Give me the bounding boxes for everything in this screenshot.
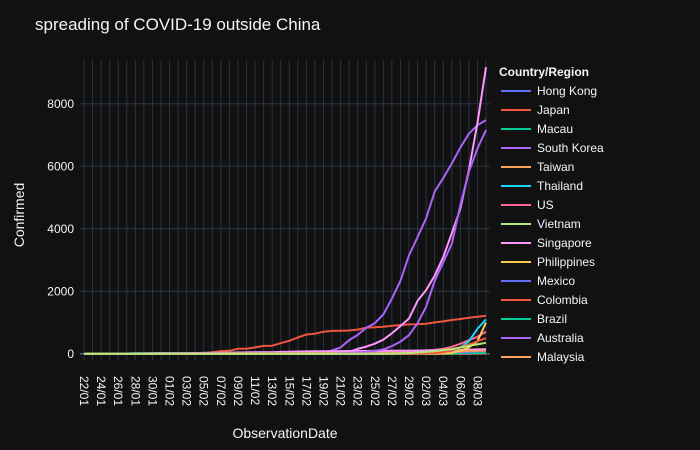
x-tick-label: 30/01 <box>145 376 159 406</box>
x-tick-label: 02/03 <box>419 376 433 406</box>
legend-item-brazil[interactable]: Brazil <box>501 312 567 326</box>
legend: Country/Region Hong Kong Japan Macau South … <box>499 65 604 364</box>
x-tick-label: 13/02 <box>265 376 279 406</box>
legend-label: US <box>537 198 554 212</box>
x-tick-label: 25/02 <box>368 376 382 406</box>
series-line-unlabeled <box>84 341 487 355</box>
plot-area <box>80 60 490 360</box>
x-tick-label: 03/02 <box>180 376 194 406</box>
y-tick-label: 6000 <box>47 159 74 173</box>
y-axis-ticks: 0 2000 4000 6000 8000 <box>47 97 74 361</box>
x-tick-label: 06/03 <box>453 376 467 406</box>
legend-label: South Korea <box>537 141 604 155</box>
x-tick-label: 07/02 <box>214 376 228 406</box>
legend-item-malaysia[interactable]: Malaysia <box>501 350 585 364</box>
x-tick-label: 11/02 <box>248 376 262 405</box>
y-tick-label: 4000 <box>47 222 74 236</box>
y-tick-label: 8000 <box>47 97 74 111</box>
x-tick-label: 22/01 <box>77 376 91 406</box>
x-tick-label: 28/01 <box>128 376 142 406</box>
legend-item-hong-kong[interactable]: Hong Kong <box>501 84 597 98</box>
legend-item-macau[interactable]: Macau <box>501 122 573 136</box>
legend-label: Singapore <box>537 236 592 250</box>
x-tick-label: 24/01 <box>94 376 108 406</box>
legend-title: Country/Region <box>499 65 589 79</box>
series-lines <box>83 66 487 355</box>
x-tick-label: 26/01 <box>111 376 125 406</box>
x-tick-label: 09/02 <box>231 376 245 406</box>
legend-label: Vietnam <box>537 217 581 231</box>
y-tick-label: 2000 <box>47 284 74 298</box>
legend-label: Australia <box>537 331 584 345</box>
legend-label: Malaysia <box>537 350 585 364</box>
legend-label: Colombia <box>537 293 588 307</box>
x-tick-label: 17/02 <box>299 376 313 406</box>
legend-label: Japan <box>537 103 570 117</box>
legend-label: Hong Kong <box>537 84 597 98</box>
legend-item-mexico[interactable]: Mexico <box>501 274 575 288</box>
chart-title: spreading of COVID-19 outside China <box>35 15 321 34</box>
x-tick-label: 01/02 <box>163 376 177 406</box>
legend-item-australia[interactable]: Australia <box>501 331 584 345</box>
legend-item-south-korea[interactable]: South Korea <box>501 141 604 155</box>
legend-label: Macau <box>537 122 573 136</box>
legend-label: Brazil <box>537 312 567 326</box>
legend-item-vietnam[interactable]: Vietnam <box>501 217 581 231</box>
legend-item-us[interactable]: US <box>501 198 554 212</box>
legend-item-japan[interactable]: Japan <box>501 103 570 117</box>
y-axis-title: Confirmed <box>11 183 27 248</box>
legend-item-thailand[interactable]: Thailand <box>501 179 583 193</box>
x-tick-label: 27/02 <box>385 376 399 406</box>
legend-item-philippines[interactable]: Philippines <box>501 255 595 269</box>
x-axis-ticks: 22/01 24/01 26/01 28/01 30/01 01/02 03/02 05/02… <box>77 376 484 406</box>
x-tick-label: 21/02 <box>334 376 348 406</box>
y-tick-label: 0 <box>67 347 74 361</box>
x-tick-label: 19/02 <box>316 376 330 406</box>
legend-label: Thailand <box>537 179 583 193</box>
x-tick-label: 29/02 <box>402 376 416 406</box>
x-tick-label: 15/02 <box>282 376 296 406</box>
x-axis-title: ObservationDate <box>232 425 337 441</box>
legend-item-colombia[interactable]: Colombia <box>501 293 588 307</box>
legend-label: Philippines <box>537 255 595 269</box>
legend-item-taiwan[interactable]: Taiwan <box>501 160 574 174</box>
x-tick-label: 08/03 <box>470 376 484 406</box>
x-tick-label: 04/03 <box>436 376 450 406</box>
x-tick-label: 23/02 <box>351 376 365 406</box>
legend-label: Taiwan <box>537 160 574 174</box>
legend-label: Mexico <box>537 274 575 288</box>
x-tick-label: 05/02 <box>197 376 211 406</box>
legend-item-singapore[interactable]: Singapore <box>501 236 592 250</box>
